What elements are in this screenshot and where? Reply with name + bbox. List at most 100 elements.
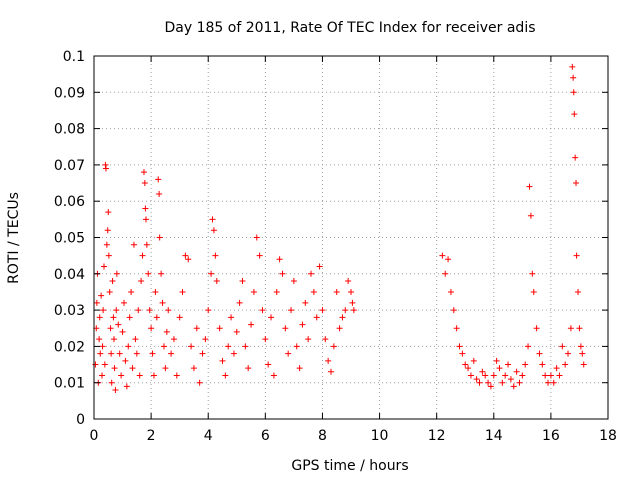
x-axis-tick-labels: 0 2 4 6 8 10 12 14 16 18 bbox=[90, 428, 617, 444]
axis-ticks bbox=[93, 55, 609, 420]
data-point bbox=[133, 350, 140, 357]
data-point bbox=[268, 314, 275, 321]
data-point bbox=[141, 180, 148, 187]
data-point bbox=[98, 292, 105, 299]
data-point bbox=[259, 307, 266, 314]
data-point bbox=[111, 365, 118, 372]
data-point bbox=[228, 314, 235, 321]
data-point bbox=[496, 365, 503, 372]
data-point bbox=[567, 325, 574, 332]
data-point bbox=[536, 350, 543, 357]
data-point bbox=[288, 307, 295, 314]
data-point bbox=[572, 154, 579, 161]
data-point bbox=[456, 343, 463, 350]
data-point bbox=[156, 190, 163, 197]
data-point bbox=[467, 372, 474, 379]
data-point bbox=[305, 336, 312, 343]
y-tick-label: 0.05 bbox=[54, 231, 85, 247]
data-point bbox=[150, 372, 157, 379]
data-point bbox=[442, 270, 449, 277]
data-point bbox=[533, 325, 540, 332]
data-point bbox=[123, 383, 130, 390]
data-point bbox=[573, 252, 580, 259]
data-point bbox=[262, 336, 269, 343]
data-point bbox=[105, 252, 112, 259]
data-point bbox=[562, 361, 569, 368]
data-point bbox=[153, 314, 160, 321]
data-point bbox=[453, 325, 460, 332]
data-point bbox=[553, 365, 560, 372]
data-point bbox=[188, 343, 195, 350]
data-point bbox=[349, 299, 356, 306]
data-point bbox=[282, 325, 289, 332]
data-point bbox=[550, 379, 557, 386]
y-tick-label: 0.1 bbox=[63, 49, 85, 65]
data-point bbox=[565, 350, 572, 357]
data-point bbox=[285, 350, 292, 357]
data-point bbox=[339, 314, 346, 321]
data-point bbox=[545, 379, 552, 386]
y-axis-tick-labels: 0 0.01 0.02 0.03 0.04 0.05 0.06 0.07 0.08 0.09 0.1 bbox=[54, 49, 85, 428]
data-point bbox=[102, 165, 109, 172]
data-point bbox=[539, 361, 546, 368]
data-point bbox=[479, 368, 486, 375]
data-point bbox=[276, 256, 283, 263]
data-point bbox=[499, 379, 506, 386]
data-point bbox=[230, 350, 237, 357]
data-point bbox=[445, 256, 452, 263]
data-point bbox=[529, 270, 536, 277]
data-point bbox=[245, 365, 252, 372]
data-point bbox=[113, 270, 120, 277]
x-tick-label: 14 bbox=[485, 428, 503, 444]
data-point bbox=[310, 288, 317, 295]
data-point bbox=[470, 357, 477, 364]
data-point bbox=[573, 180, 580, 187]
data-point bbox=[92, 361, 99, 368]
data-point bbox=[476, 379, 483, 386]
data-point bbox=[103, 241, 110, 248]
data-point bbox=[149, 350, 156, 357]
data-point bbox=[135, 307, 142, 314]
data-point bbox=[102, 161, 109, 168]
data-point bbox=[248, 321, 255, 328]
data-point bbox=[490, 372, 497, 379]
data-point bbox=[97, 350, 104, 357]
data-point bbox=[296, 365, 303, 372]
data-point bbox=[270, 372, 277, 379]
x-axis-label: GPS time / hours bbox=[291, 458, 408, 474]
data-point bbox=[299, 321, 306, 328]
data-point bbox=[522, 361, 529, 368]
data-point bbox=[158, 270, 165, 277]
data-point bbox=[138, 278, 145, 285]
data-point bbox=[336, 325, 343, 332]
data-point bbox=[328, 368, 335, 375]
data-point bbox=[570, 74, 577, 81]
data-point bbox=[473, 376, 480, 383]
data-point bbox=[108, 350, 115, 357]
chart-title: Day 185 of 2011, Rate Of TEC Index for r… bbox=[164, 20, 535, 36]
data-point bbox=[570, 89, 577, 96]
data-point bbox=[209, 216, 216, 223]
data-point bbox=[152, 288, 159, 295]
data-point bbox=[205, 307, 212, 314]
data-point bbox=[129, 365, 136, 372]
data-point bbox=[487, 383, 494, 390]
data-point bbox=[100, 307, 107, 314]
data-point bbox=[196, 379, 203, 386]
data-point bbox=[110, 336, 117, 343]
data-point bbox=[213, 278, 220, 285]
y-tick-label: 0.07 bbox=[54, 158, 85, 174]
data-point bbox=[233, 328, 240, 335]
data-point bbox=[182, 252, 189, 259]
data-point bbox=[162, 365, 169, 372]
data-point bbox=[459, 350, 466, 357]
data-point bbox=[115, 321, 122, 328]
data-point bbox=[165, 307, 172, 314]
data-point bbox=[163, 328, 170, 335]
y-tick-label: 0.02 bbox=[54, 339, 85, 355]
x-tick-label: 12 bbox=[428, 428, 446, 444]
data-point bbox=[142, 216, 149, 223]
data-point bbox=[345, 278, 352, 285]
data-point bbox=[465, 365, 472, 372]
